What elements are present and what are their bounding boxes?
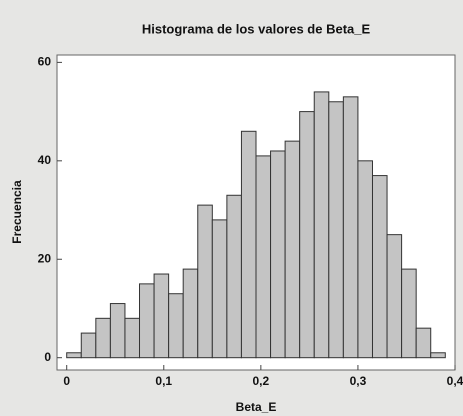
bar <box>270 150 286 359</box>
bar <box>182 268 199 359</box>
bar <box>66 352 82 359</box>
bar <box>386 234 403 359</box>
x-axis-label: Beta_E <box>236 400 277 414</box>
bar <box>226 194 242 359</box>
x-tick-label: 0,3 <box>350 374 367 388</box>
bar <box>109 303 126 359</box>
x-tick-label: 0,2 <box>253 374 270 388</box>
bar <box>139 283 155 359</box>
x-tick-label: 0,1 <box>155 374 172 388</box>
bar <box>430 352 446 359</box>
y-tick-label: 60 <box>38 55 52 69</box>
bar <box>328 101 344 359</box>
y-axis-label: Frecuencia <box>10 180 24 244</box>
x-tick-label: 0,4 <box>447 374 463 388</box>
bar <box>401 268 417 359</box>
bar <box>124 317 141 359</box>
y-tick-label: 0 <box>44 350 51 364</box>
bar <box>357 160 373 359</box>
y-tick-label: 40 <box>38 153 52 167</box>
bar <box>284 140 301 359</box>
bar <box>371 175 388 359</box>
bar <box>342 96 359 359</box>
x-tick-label: 0 <box>63 374 70 388</box>
bar <box>80 332 97 359</box>
bar <box>299 111 315 359</box>
bar <box>415 327 432 359</box>
bar <box>255 155 272 359</box>
bar <box>95 317 111 359</box>
bar <box>168 293 184 359</box>
bar <box>313 91 330 359</box>
bar <box>240 130 257 359</box>
bar <box>153 273 170 359</box>
bar <box>197 204 213 359</box>
chart-title: Histograma de los valores de Beta_E <box>142 21 371 36</box>
y-tick-label: 20 <box>38 251 52 265</box>
bar <box>211 219 228 359</box>
